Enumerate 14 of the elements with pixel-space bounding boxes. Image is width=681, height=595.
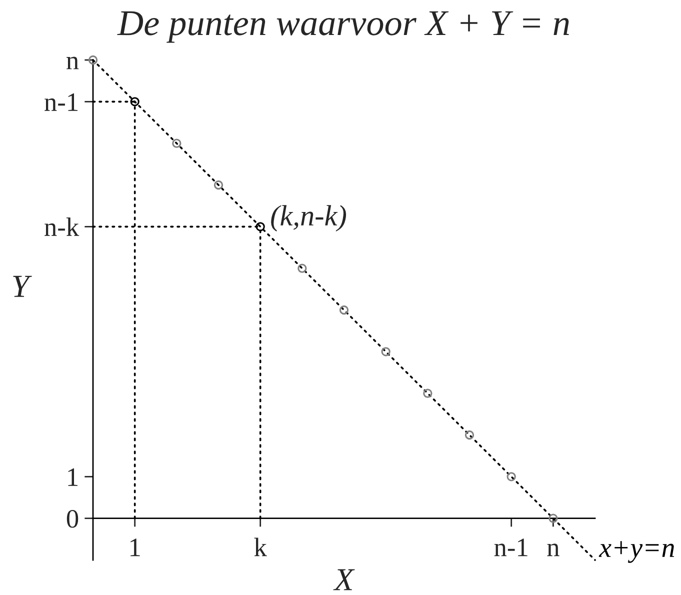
- y-tick-label: n-1: [44, 93, 78, 111]
- y-tick-label: 1: [68, 468, 78, 486]
- y-tick-label: n: [66, 56, 79, 70]
- x-axis-title: X: [333, 569, 355, 590]
- y-tick-label: n-k: [44, 218, 80, 236]
- annotation: (k,n-k): [271, 205, 346, 232]
- series-label: x+y=n: [598, 541, 674, 563]
- y-tick-label: 0: [66, 510, 78, 528]
- chart-title: De punten waarvoor X + Y = n: [117, 11, 569, 43]
- x-tick-label: k: [254, 538, 267, 556]
- y-axis-title: Y: [13, 276, 32, 297]
- x-tick-label: n-1: [494, 538, 528, 556]
- x-tick-label: n: [547, 544, 560, 556]
- x-tick-label: 1: [130, 538, 140, 556]
